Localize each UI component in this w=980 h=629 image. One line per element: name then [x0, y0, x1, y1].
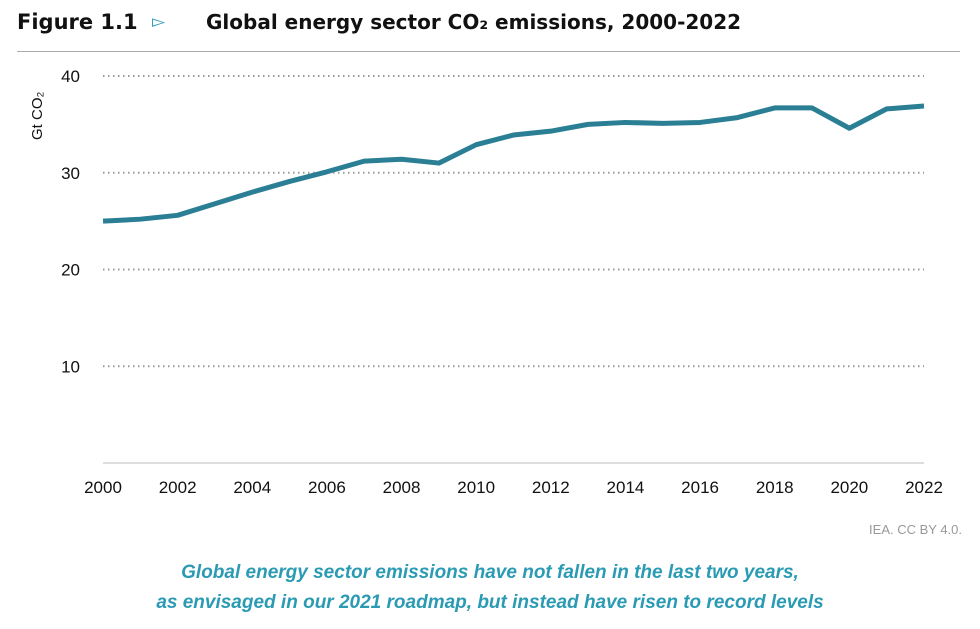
y-tick-label: 40 — [61, 67, 80, 86]
x-tick-label: 2006 — [308, 478, 346, 497]
triangle-right-icon: ▻ — [152, 12, 166, 32]
x-tick-label: 2020 — [830, 478, 868, 497]
y-tick-label: 20 — [61, 261, 80, 280]
x-tick-label: 2014 — [607, 478, 645, 497]
chart-title: Global energy sector CO₂ emissions, 2000… — [206, 10, 742, 34]
credit: IEA. CC BY 4.0. — [869, 522, 962, 537]
x-tick-label: 2008 — [383, 478, 421, 497]
title-divider — [17, 51, 960, 52]
x-tick-label: 2010 — [457, 478, 495, 497]
x-tick-label: 2016 — [681, 478, 719, 497]
y-tick-label: 30 — [61, 164, 80, 183]
x-tick-label: 2004 — [233, 478, 271, 497]
x-tick-label: 2002 — [159, 478, 197, 497]
series-line — [102, 103, 925, 224]
x-tick-label: 2018 — [756, 478, 794, 497]
caption-line-1: Global energy sector emissions have not … — [181, 562, 799, 583]
x-tick-label: 2012 — [532, 478, 570, 497]
x-tick-label: 2000 — [84, 478, 122, 497]
x-tick-label: 2022 — [905, 478, 943, 497]
caption-line-2: as envisaged in our 2021 roadmap, but in… — [156, 592, 824, 613]
figure-label: Figure 1.1 — [17, 10, 138, 34]
y-tick-label: 10 — [61, 357, 80, 376]
y-axis-label: Gt CO₂ — [29, 91, 46, 140]
